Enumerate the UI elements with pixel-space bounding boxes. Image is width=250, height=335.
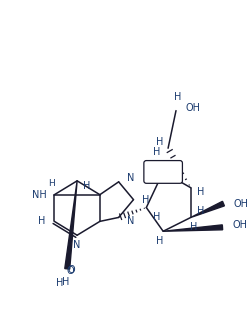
Text: H: H (155, 236, 162, 246)
Text: OH: OH (232, 199, 247, 209)
Text: H: H (152, 147, 159, 157)
Text: H: H (156, 137, 163, 147)
Polygon shape (190, 201, 224, 217)
Text: H: H (38, 216, 45, 226)
Text: OH: OH (232, 220, 246, 230)
Text: H: H (48, 179, 54, 188)
Polygon shape (162, 225, 222, 231)
Text: N: N (126, 216, 134, 226)
Text: H: H (83, 181, 90, 191)
Text: O: O (66, 266, 74, 276)
Text: N: N (126, 173, 134, 183)
Text: O: O (67, 265, 75, 275)
FancyBboxPatch shape (143, 160, 182, 183)
Text: H: H (56, 278, 63, 288)
Text: H: H (174, 92, 181, 102)
Text: OH: OH (185, 103, 200, 113)
Text: H: H (189, 222, 197, 232)
Text: H: H (196, 187, 203, 197)
Text: Abs: Abs (153, 167, 172, 177)
Text: N: N (73, 240, 80, 250)
Text: H: H (142, 195, 149, 205)
Text: H: H (61, 277, 69, 287)
Text: NH: NH (32, 190, 46, 200)
Text: H: H (152, 212, 159, 222)
Text: H: H (196, 206, 203, 216)
Polygon shape (64, 181, 77, 269)
